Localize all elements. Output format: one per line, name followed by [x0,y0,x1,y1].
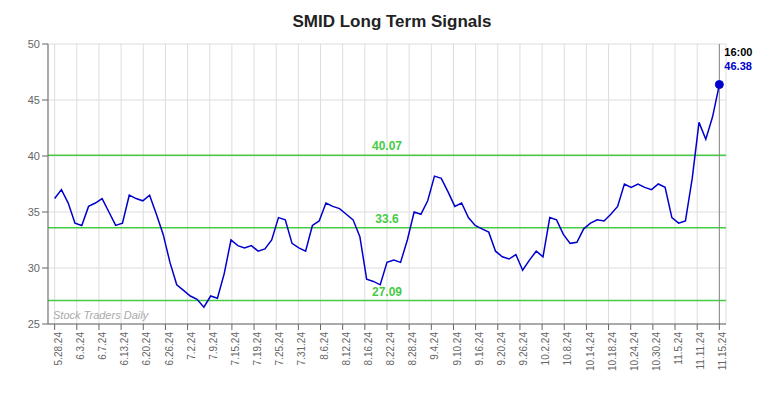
svg-text:11.5.24: 11.5.24 [673,332,684,365]
svg-text:7.15.24: 7.15.24 [230,332,241,366]
svg-text:35: 35 [28,206,40,218]
svg-text:45: 45 [28,94,40,106]
svg-text:8.6.24: 8.6.24 [319,332,330,360]
svg-text:6.3.24: 6.3.24 [75,332,86,360]
svg-text:11.15.24: 11.15.24 [717,332,728,371]
svg-text:40: 40 [28,150,40,162]
svg-text:11.11.24: 11.11.24 [695,332,706,370]
svg-text:9.26.24: 9.26.24 [518,332,529,366]
svg-text:40.07: 40.07 [372,139,402,153]
svg-text:7.9.24: 7.9.24 [208,332,219,360]
svg-text:46.38: 46.38 [724,60,752,72]
svg-text:8.12.24: 8.12.24 [341,332,352,366]
svg-text:9.4.24: 9.4.24 [429,332,440,360]
html-text:SMID Long Term Signals: SMID Long Term Signals [292,12,492,31]
svg-text:10.30.24: 10.30.24 [651,332,662,371]
svg-text:33.6: 33.6 [375,212,399,226]
svg-text:6.13.24: 6.13.24 [119,332,130,366]
svg-text:16:00: 16:00 [724,46,752,58]
svg-text:27.09: 27.09 [372,285,402,299]
svg-text:8.16.24: 8.16.24 [363,332,374,366]
svg-text:30: 30 [28,262,40,274]
svg-text:25: 25 [28,318,40,330]
svg-text:8.28.24: 8.28.24 [407,332,418,366]
svg-text:6.20.24: 6.20.24 [141,332,152,366]
svg-text:7.25.24: 7.25.24 [274,332,285,366]
svg-text:7.2.24: 7.2.24 [186,332,197,360]
svg-text:8.22.24: 8.22.24 [385,332,396,366]
svg-text:10.18.24: 10.18.24 [607,332,618,371]
svg-text:Stock Traders Daily: Stock Traders Daily [53,309,150,321]
svg-text:9.10.24: 9.10.24 [452,332,463,366]
svg-text:7.19.24: 7.19.24 [252,332,263,366]
svg-text:10.2.24: 10.2.24 [540,332,551,366]
svg-text:10.24.24: 10.24.24 [629,332,640,371]
svg-text:9.16.24: 9.16.24 [474,332,485,366]
svg-text:6.7.24: 6.7.24 [97,332,108,360]
svg-text:50: 50 [28,38,40,50]
svg-text:6.26.24: 6.26.24 [164,332,175,366]
svg-text:10.8.24: 10.8.24 [562,332,573,366]
svg-text:7.31.24: 7.31.24 [296,332,307,366]
svg-text:9.20.24: 9.20.24 [496,332,507,366]
svg-text:10.14.24: 10.14.24 [585,332,596,371]
svg-text:5.28.24: 5.28.24 [53,332,64,366]
